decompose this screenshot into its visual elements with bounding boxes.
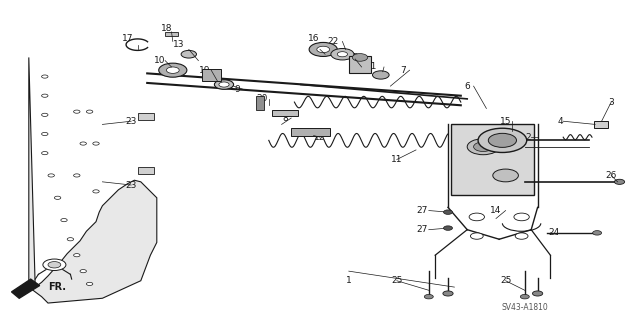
Circle shape — [166, 67, 179, 73]
Circle shape — [42, 75, 48, 78]
Text: 18: 18 — [161, 24, 172, 33]
Text: 19: 19 — [199, 66, 211, 75]
Text: 16: 16 — [308, 34, 319, 43]
Circle shape — [61, 219, 67, 222]
Text: 23: 23 — [125, 181, 137, 189]
Text: 2: 2 — [525, 133, 531, 142]
Circle shape — [74, 174, 80, 177]
Circle shape — [42, 94, 48, 97]
Bar — [594, 121, 608, 128]
Circle shape — [515, 233, 528, 239]
Circle shape — [54, 196, 61, 199]
Text: 10: 10 — [154, 56, 166, 65]
Circle shape — [48, 262, 61, 268]
Circle shape — [478, 128, 527, 152]
Polygon shape — [12, 279, 40, 298]
Text: 27: 27 — [417, 206, 428, 215]
Circle shape — [469, 213, 484, 221]
Bar — [165, 32, 178, 36]
Bar — [291, 128, 330, 136]
Text: 27: 27 — [417, 225, 428, 234]
Circle shape — [43, 259, 66, 271]
Text: 20: 20 — [257, 94, 268, 103]
Circle shape — [74, 254, 80, 257]
Circle shape — [444, 210, 452, 214]
Circle shape — [474, 142, 493, 152]
Text: 9: 9 — [234, 85, 239, 94]
Text: 8: 8 — [282, 114, 287, 122]
Text: 1: 1 — [346, 276, 351, 285]
Text: 3: 3 — [609, 98, 614, 107]
Text: 17: 17 — [122, 34, 134, 43]
Circle shape — [309, 42, 337, 56]
Circle shape — [159, 63, 187, 77]
Circle shape — [42, 132, 48, 136]
Text: 4: 4 — [557, 117, 563, 126]
Circle shape — [467, 139, 499, 155]
Circle shape — [74, 110, 80, 113]
Circle shape — [219, 82, 229, 87]
Circle shape — [93, 190, 99, 193]
Text: 6: 6 — [465, 82, 470, 91]
Text: 21: 21 — [365, 63, 377, 71]
Circle shape — [470, 233, 483, 239]
Bar — [138, 167, 154, 174]
Text: 22: 22 — [327, 37, 339, 46]
Circle shape — [67, 238, 74, 241]
Circle shape — [48, 174, 54, 177]
Text: 7: 7 — [401, 66, 406, 75]
Text: 25: 25 — [391, 276, 403, 285]
Text: FR.: FR. — [48, 282, 66, 292]
Circle shape — [80, 270, 86, 273]
Bar — [272, 110, 298, 116]
Circle shape — [444, 226, 452, 230]
Circle shape — [372, 71, 389, 79]
Text: 15: 15 — [500, 117, 511, 126]
Bar — [451, 124, 534, 195]
Bar — [202, 69, 221, 81]
Bar — [349, 56, 371, 73]
Text: 11: 11 — [391, 155, 403, 164]
Circle shape — [614, 179, 625, 184]
Circle shape — [317, 46, 330, 53]
Circle shape — [488, 133, 516, 147]
Circle shape — [514, 213, 529, 221]
Circle shape — [42, 113, 48, 116]
Text: 12: 12 — [314, 133, 326, 142]
Text: 25: 25 — [500, 276, 511, 285]
Circle shape — [443, 291, 453, 296]
Circle shape — [86, 282, 93, 286]
Text: SV43-A1810: SV43-A1810 — [501, 303, 548, 312]
Circle shape — [532, 291, 543, 296]
Circle shape — [424, 294, 433, 299]
Bar — [256, 96, 264, 110]
Circle shape — [331, 48, 354, 60]
Circle shape — [352, 54, 368, 61]
Circle shape — [214, 80, 234, 89]
Circle shape — [93, 142, 99, 145]
Text: 26: 26 — [605, 171, 617, 180]
Circle shape — [86, 110, 93, 113]
Text: 14: 14 — [490, 206, 502, 215]
Text: 13: 13 — [173, 40, 185, 49]
Text: 5: 5 — [353, 53, 358, 62]
Circle shape — [181, 50, 196, 58]
Bar — [138, 113, 154, 120]
Circle shape — [337, 52, 348, 57]
Circle shape — [80, 142, 86, 145]
Circle shape — [520, 294, 529, 299]
Circle shape — [493, 169, 518, 182]
Circle shape — [593, 231, 602, 235]
Circle shape — [42, 152, 48, 155]
Text: 24: 24 — [548, 228, 559, 237]
Polygon shape — [29, 57, 157, 303]
Text: 23: 23 — [125, 117, 137, 126]
